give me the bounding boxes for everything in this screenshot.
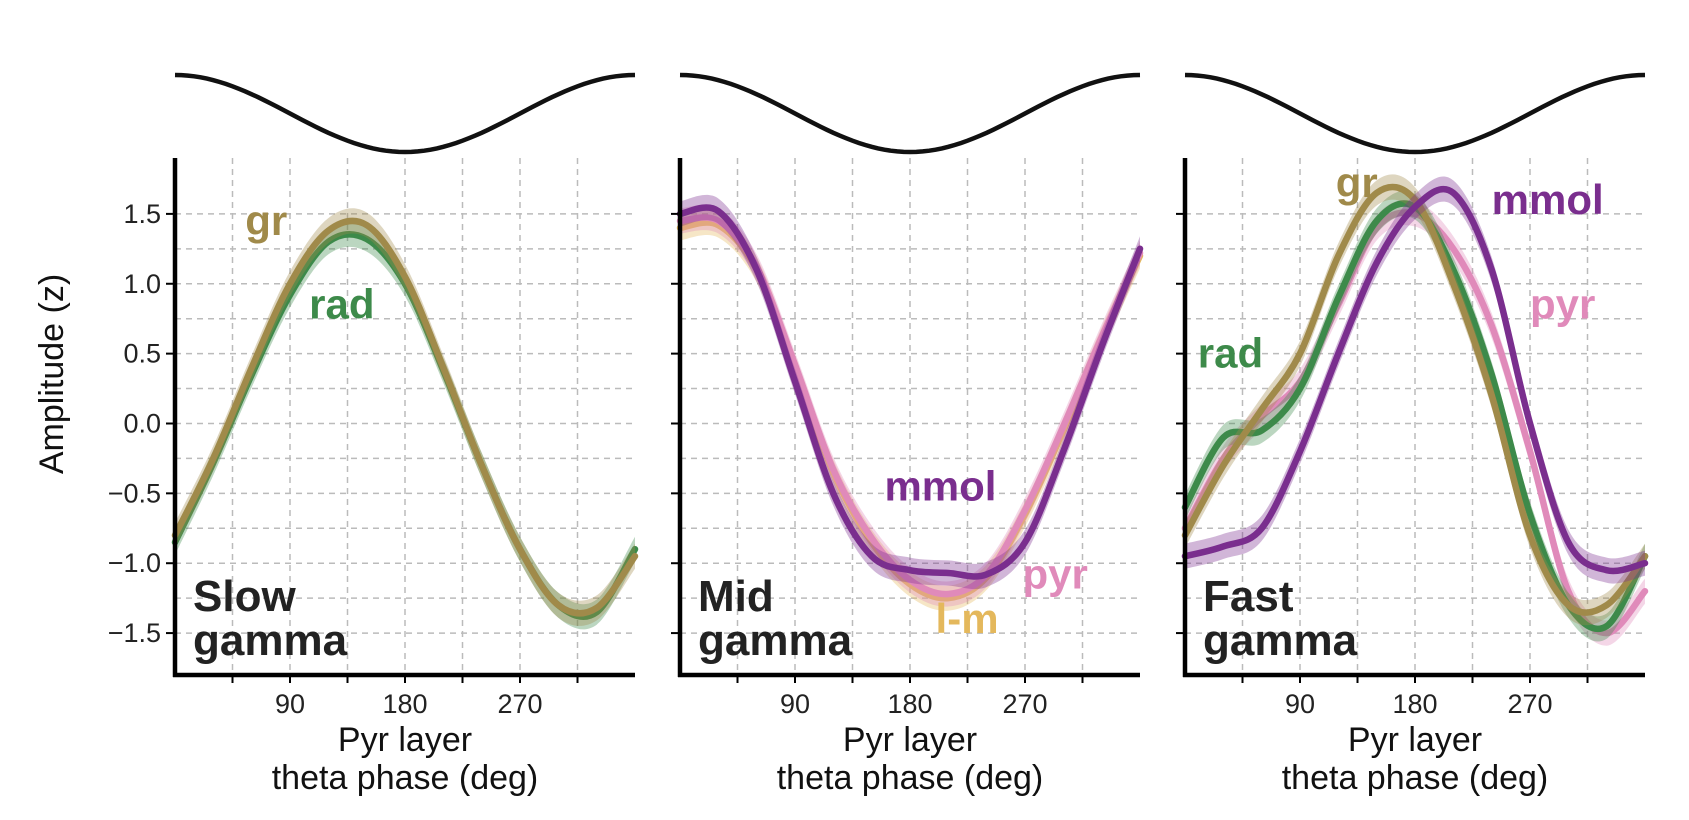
x-tick-label: 270 [1002, 689, 1047, 719]
series-label-pyr: pyr [1530, 281, 1595, 328]
panel-title-line1: Fast [1203, 572, 1294, 621]
y-tick-label: 1.0 [123, 269, 161, 299]
panel-title-line2: gamma [698, 616, 853, 665]
x-axis-title-line2: theta phase (deg) [777, 759, 1044, 797]
panel-title-line2: gamma [1203, 616, 1358, 665]
y-tick-label: 1.5 [123, 199, 161, 229]
series-label-rad: rad [309, 281, 374, 328]
series-label-gr: gr [245, 197, 287, 244]
x-axis-title-line2: theta phase (deg) [272, 759, 539, 797]
panels: −1.5 −1.0 −0.5 0.0 0.5 1.0 1.5 90 180 270 Pyr laye… [108, 72, 1649, 797]
y-tick-label: 0.0 [123, 408, 161, 438]
x-tick-label: 90 [1285, 689, 1315, 719]
x-axis-title-line2: theta phase (deg) [1282, 759, 1549, 797]
series-label-pyr: pyr [1022, 550, 1087, 597]
grid [680, 158, 1140, 675]
panel-title-line1: Slow [193, 572, 296, 621]
y-tick-label: 0.5 [123, 339, 161, 369]
series-label-mmol: mmol [884, 462, 996, 509]
grid [175, 158, 635, 675]
x-tick-label: 270 [497, 689, 542, 719]
series-line-mmol [1181, 185, 1649, 575]
y-tick-label: −1.0 [108, 548, 161, 578]
x-tick-label: 180 [382, 689, 427, 719]
theta-wave [1184, 72, 1646, 155]
series-label-mmol: mmol [1492, 176, 1604, 223]
panel-1: −1.5 −1.0 −0.5 0.0 0.5 1.0 1.5 90 180 270 Pyr laye… [108, 72, 639, 797]
x-tick-label: 90 [275, 689, 305, 719]
series-label-l-m: l-m [936, 595, 999, 642]
x-axis-title-line1: Pyr layer [843, 721, 977, 759]
theta-wave [679, 72, 1141, 155]
series-line-mmol [676, 204, 1144, 580]
series-label-rad: rad [1198, 330, 1263, 377]
band-gr [1185, 174, 1645, 626]
x-axis-title-line1: Pyr layer [1348, 721, 1482, 759]
x-tick-label: 270 [1507, 689, 1552, 719]
y-axis-title: Amplitude (z) [33, 274, 71, 474]
x-axis-title-line1: Pyr layer [338, 721, 472, 759]
panel-title-line2: gamma [193, 616, 348, 665]
x-tick-label: 90 [780, 689, 810, 719]
theta-wave [174, 72, 636, 155]
y-tick-label: −0.5 [108, 478, 161, 508]
panel-title-line1: Mid [698, 572, 774, 621]
y-tick-label: −1.5 [108, 618, 161, 648]
x-tick-label: 180 [887, 689, 932, 719]
x-tick-label: 180 [1392, 689, 1437, 719]
series-line-gr [171, 217, 639, 617]
series-label-gr: gr [1336, 159, 1378, 206]
